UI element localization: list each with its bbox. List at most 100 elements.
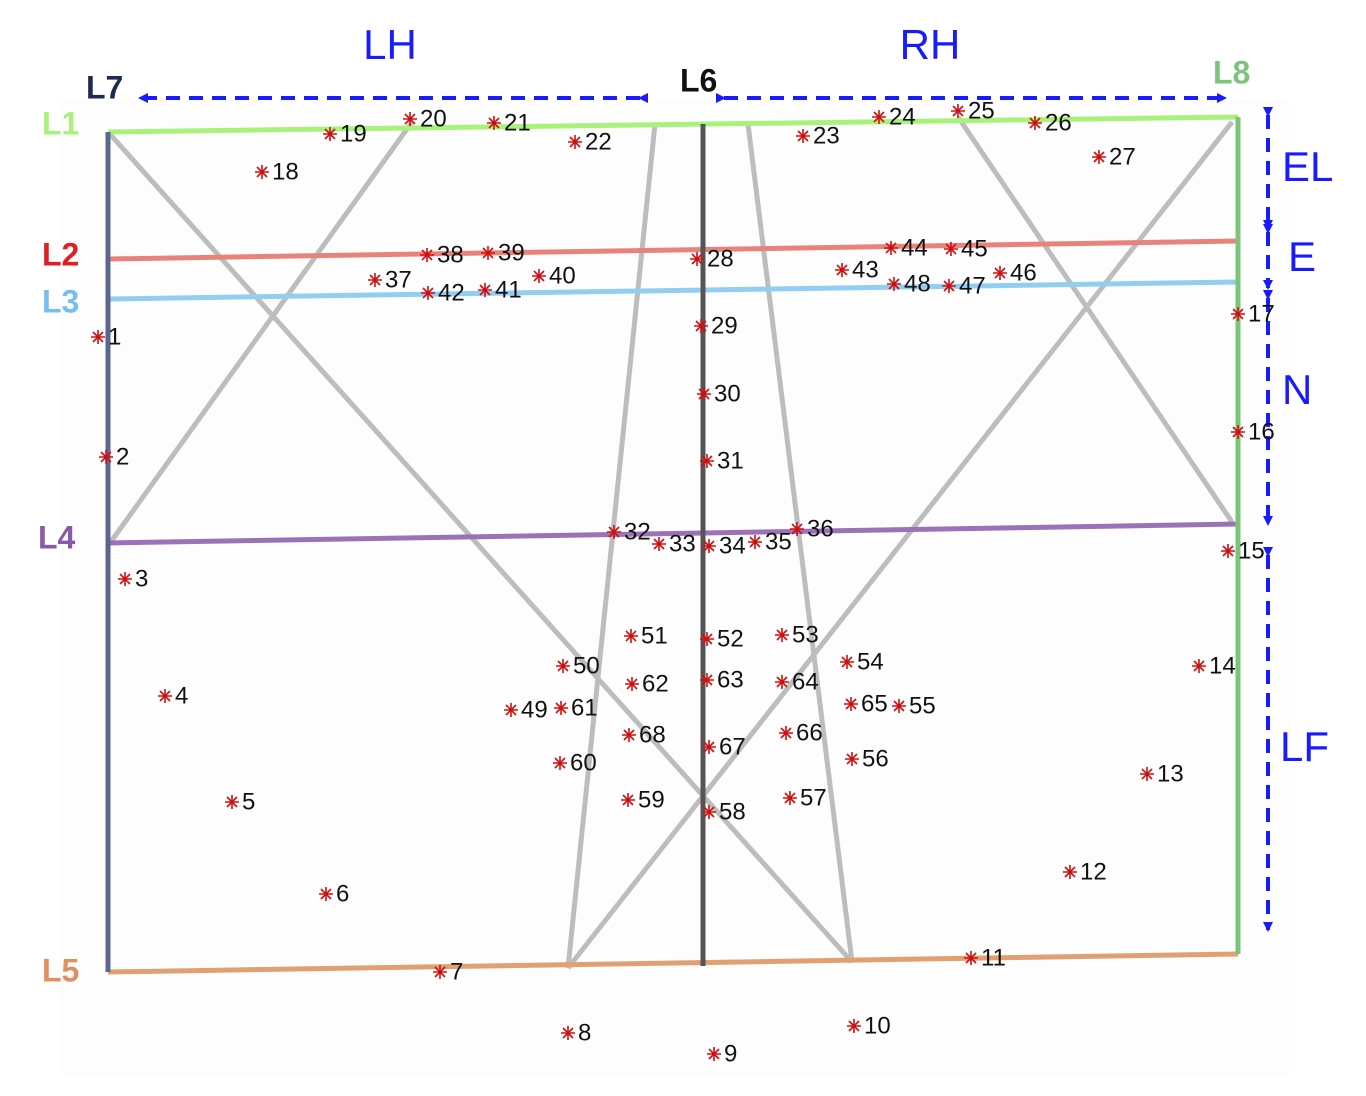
point-marker bbox=[532, 269, 546, 283]
point-marker bbox=[421, 286, 435, 300]
point-marker bbox=[652, 537, 666, 551]
point-marker bbox=[690, 252, 704, 266]
point-marker bbox=[625, 677, 639, 691]
point-marker bbox=[702, 539, 716, 553]
region-label: EL bbox=[1282, 143, 1333, 190]
point-label: 53 bbox=[792, 621, 819, 648]
point-label: 49 bbox=[521, 696, 548, 723]
point-label: 46 bbox=[1010, 259, 1037, 286]
point-marker bbox=[561, 1026, 575, 1040]
point-label: 27 bbox=[1109, 143, 1136, 170]
frame-lines bbox=[106, 115, 1235, 970]
point-marker bbox=[624, 629, 638, 643]
point-marker bbox=[707, 1047, 721, 1061]
point-marker bbox=[420, 248, 434, 262]
point-marker bbox=[158, 689, 172, 703]
point-marker bbox=[702, 805, 716, 819]
point-marker bbox=[621, 793, 635, 807]
point-marker bbox=[1092, 150, 1106, 164]
point-marker bbox=[694, 319, 708, 333]
point-marker bbox=[368, 273, 382, 287]
line-l4 bbox=[107, 521, 1239, 546]
line-l2 bbox=[107, 238, 1239, 262]
point-label: 6 bbox=[336, 880, 349, 907]
point-marker bbox=[872, 110, 886, 124]
point-label: 31 bbox=[717, 447, 744, 474]
diagonal bbox=[955, 115, 1235, 524]
point-label: 7 bbox=[450, 958, 463, 985]
point-marker bbox=[964, 951, 978, 965]
point-marker bbox=[700, 454, 714, 468]
point-label: 20 bbox=[420, 105, 447, 132]
point-label: 43 bbox=[852, 256, 879, 283]
point-label: 64 bbox=[792, 668, 819, 695]
point-marker bbox=[504, 703, 518, 717]
line-l1 bbox=[107, 114, 1239, 135]
point-marker bbox=[748, 535, 762, 549]
point-label: 5 bbox=[242, 788, 255, 815]
trapezoid-side bbox=[745, 123, 855, 963]
point-label: 65 bbox=[861, 690, 888, 717]
point-marker bbox=[487, 116, 501, 130]
point-marker bbox=[845, 752, 859, 766]
point-label: 45 bbox=[961, 235, 988, 262]
point-label: 14 bbox=[1209, 652, 1236, 679]
point-marker bbox=[99, 450, 113, 464]
line-l3 bbox=[107, 279, 1239, 302]
point-label: 57 bbox=[800, 784, 827, 811]
point-label: 25 bbox=[968, 97, 995, 124]
point-marker bbox=[892, 699, 906, 713]
point-marker bbox=[700, 673, 714, 687]
point-marker bbox=[554, 701, 568, 715]
point-marker bbox=[775, 628, 789, 642]
point-label: 40 bbox=[549, 262, 576, 289]
diagonal bbox=[566, 120, 1234, 970]
point-label: 55 bbox=[909, 692, 936, 719]
point-label: 48 bbox=[904, 270, 931, 297]
point-marker bbox=[796, 129, 810, 143]
point-label: 61 bbox=[571, 694, 598, 721]
point-label: 67 bbox=[719, 733, 746, 760]
line-label: L3 bbox=[42, 283, 79, 319]
point-marker bbox=[556, 659, 570, 673]
point-marker bbox=[779, 726, 793, 740]
point-marker bbox=[568, 135, 582, 149]
point-label: 33 bbox=[669, 530, 696, 557]
point-marker bbox=[1221, 544, 1235, 558]
point-marker bbox=[323, 127, 337, 141]
point-marker bbox=[702, 740, 716, 754]
point-label: 13 bbox=[1157, 760, 1184, 787]
point-label: 22 bbox=[585, 128, 612, 155]
point-label: 60 bbox=[570, 749, 597, 776]
trapezoid-side bbox=[565, 123, 658, 969]
point-marker bbox=[319, 887, 333, 901]
point-marker bbox=[1231, 307, 1245, 321]
point-marker bbox=[91, 330, 105, 344]
region-label: RH bbox=[900, 21, 961, 68]
point-label: 37 bbox=[385, 266, 412, 293]
region-label: N bbox=[1282, 366, 1312, 413]
line-label: L6 bbox=[680, 62, 717, 98]
diagonal bbox=[107, 120, 415, 545]
region-label: LH bbox=[363, 21, 417, 68]
point-label: 9 bbox=[724, 1040, 737, 1067]
point-label: 19 bbox=[340, 120, 367, 147]
point-label: 26 bbox=[1045, 109, 1072, 136]
point-marker bbox=[1028, 116, 1042, 130]
point-label: 1 bbox=[108, 323, 121, 350]
point-marker bbox=[884, 241, 898, 255]
point-marker bbox=[118, 572, 132, 586]
point-marker bbox=[697, 387, 711, 401]
point-marker bbox=[887, 277, 901, 291]
point-marker bbox=[951, 104, 965, 118]
region-label: E bbox=[1288, 233, 1316, 280]
point-label: 41 bbox=[495, 276, 522, 303]
point-label: 56 bbox=[862, 745, 889, 772]
point-marker bbox=[607, 525, 621, 539]
point-label: 39 bbox=[498, 239, 525, 266]
point-label: 51 bbox=[641, 622, 668, 649]
point-marker bbox=[481, 246, 495, 260]
point-label: 29 bbox=[711, 312, 738, 339]
point-label: 24 bbox=[889, 103, 916, 130]
